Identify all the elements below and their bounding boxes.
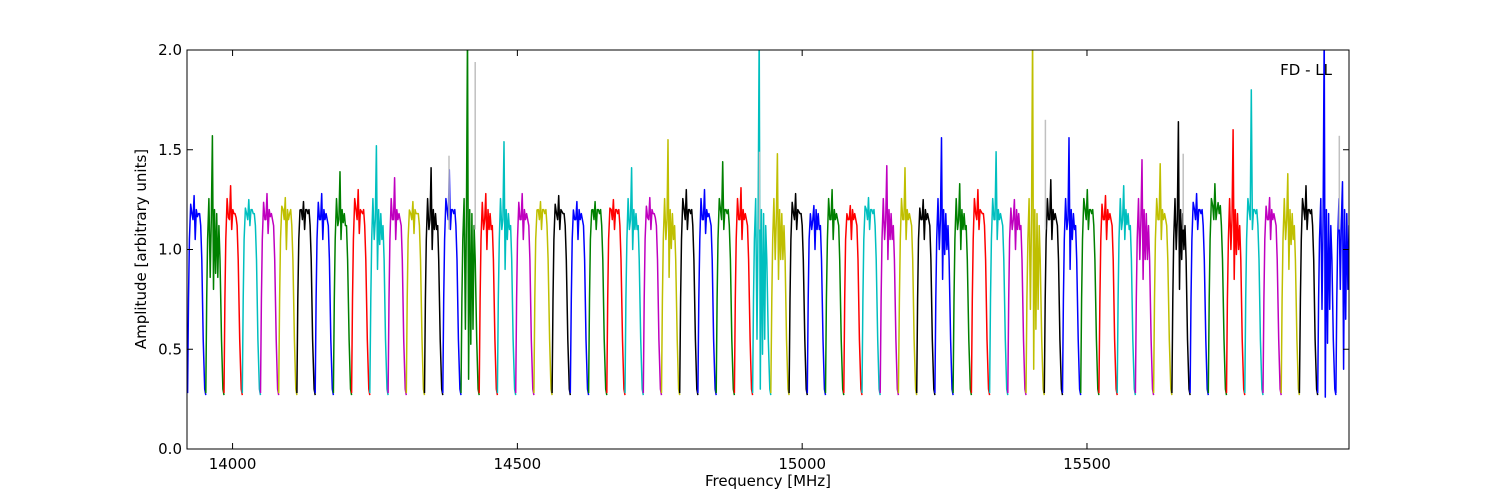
series-line-45 xyxy=(1007,198,1027,396)
series-line-46 xyxy=(1025,50,1046,396)
series-line-59 xyxy=(1262,196,1282,396)
series-line-14 xyxy=(442,168,462,396)
series-line-55 xyxy=(1189,192,1210,396)
series-line-34 xyxy=(806,204,827,396)
series-line-18 xyxy=(514,192,535,396)
series-line-62 xyxy=(1316,50,1337,398)
x-tick-label: 14000 xyxy=(209,455,257,473)
series-line-29 xyxy=(715,160,736,396)
series-line-6 xyxy=(296,200,316,396)
series-line-24 xyxy=(624,166,645,396)
series-line-21 xyxy=(569,200,590,396)
series-line-2 xyxy=(223,184,244,396)
series-line-32 xyxy=(770,152,790,396)
series-line-50 xyxy=(1098,194,1118,396)
spike-layer xyxy=(448,62,1341,230)
series-line-40 xyxy=(915,198,936,396)
series-line-57 xyxy=(1225,129,1246,396)
series-line-47 xyxy=(1043,178,1064,396)
y-tick-label: 1.0 xyxy=(158,241,182,259)
series-line-60 xyxy=(1280,172,1301,396)
y-tick-label: 1.5 xyxy=(158,141,182,159)
series-line-56 xyxy=(1207,182,1228,396)
series-line-43 xyxy=(970,188,991,396)
y-tick-label: 0.0 xyxy=(158,440,182,458)
series-line-44 xyxy=(988,150,1009,396)
series-line-53 xyxy=(1152,162,1173,396)
series-line-8 xyxy=(332,170,353,396)
series-line-25 xyxy=(642,196,663,396)
series-line-1 xyxy=(205,135,225,396)
series-line-4 xyxy=(259,192,280,396)
series-line-35 xyxy=(824,188,845,396)
series-line-20 xyxy=(551,194,572,396)
series-layer xyxy=(187,50,1349,398)
series-line-16 xyxy=(478,192,499,396)
series-line-38 xyxy=(879,164,900,396)
x-tick-label: 14500 xyxy=(494,455,542,473)
series-line-58 xyxy=(1244,89,1264,396)
series-line-10 xyxy=(369,145,389,396)
series-line-23 xyxy=(606,198,626,396)
series-line-33 xyxy=(788,192,809,396)
series-line-9 xyxy=(350,188,371,396)
series-line-17 xyxy=(496,141,517,396)
x-tick-label: 15000 xyxy=(778,455,826,473)
series-line-0 xyxy=(187,194,207,396)
y-axis-label: Amplitude [arbitrary units] xyxy=(132,149,150,349)
series-line-36 xyxy=(843,204,863,396)
series-line-12 xyxy=(405,200,426,396)
series-line-48 xyxy=(1061,137,1082,396)
series-line-7 xyxy=(314,192,335,396)
series-line-54 xyxy=(1171,121,1191,396)
series-line-22 xyxy=(587,200,608,396)
x-axis-label: Frequency [MHz] xyxy=(705,472,831,490)
series-line-11 xyxy=(387,176,408,396)
series-line-51 xyxy=(1116,184,1137,396)
x-tick-label: 15500 xyxy=(1063,455,1111,473)
series-line-19 xyxy=(533,200,553,396)
series-line-30 xyxy=(733,186,754,396)
series-line-3 xyxy=(241,198,262,396)
series-line-37 xyxy=(861,196,881,396)
series-line-27 xyxy=(678,188,699,396)
series-line-49 xyxy=(1079,188,1100,396)
plot-frame xyxy=(186,49,1350,450)
series-line-42 xyxy=(952,182,973,396)
x-axis: 14000 14500 15000 15500 xyxy=(209,50,1111,473)
series-line-15 xyxy=(460,50,480,396)
series-line-5 xyxy=(277,196,298,396)
series-line-61 xyxy=(1298,184,1319,396)
series-line-28 xyxy=(697,188,717,396)
series-line-13 xyxy=(423,166,444,396)
series-line-41 xyxy=(934,137,954,396)
y-axis: 0.0 0.5 1.0 1.5 2.0 xyxy=(158,41,1349,458)
series-line-52 xyxy=(1134,158,1155,396)
y-tick-label: 2.0 xyxy=(158,41,182,59)
series-line-31 xyxy=(751,50,772,396)
series-line-26 xyxy=(660,139,681,396)
plot-annotation: FD - LL xyxy=(1280,61,1332,79)
y-tick-label: 0.5 xyxy=(158,340,182,358)
series-line-39 xyxy=(897,166,918,396)
